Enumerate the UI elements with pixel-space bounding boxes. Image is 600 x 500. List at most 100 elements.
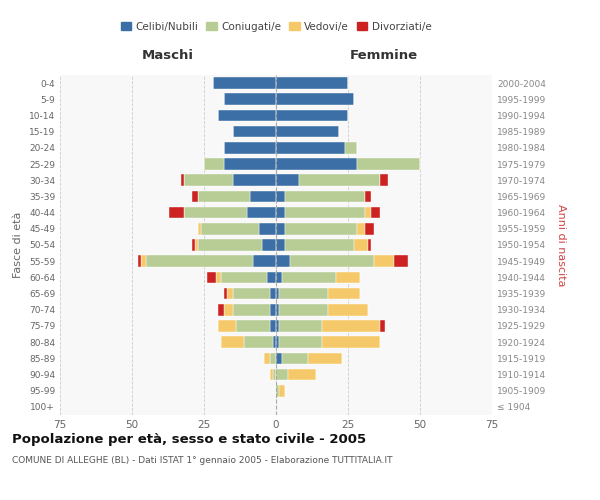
Bar: [276, 223, 284, 234]
Bar: [224, 288, 227, 300]
Bar: [365, 190, 371, 202]
Bar: [380, 174, 388, 186]
Bar: [181, 174, 184, 186]
Bar: [193, 239, 196, 251]
Bar: [284, 239, 354, 251]
Bar: [273, 336, 276, 348]
Bar: [138, 256, 140, 267]
Bar: [224, 94, 276, 105]
Bar: [276, 288, 279, 300]
Bar: [273, 368, 276, 380]
Bar: [276, 78, 348, 89]
Bar: [276, 207, 284, 218]
Bar: [218, 320, 236, 332]
Bar: [270, 352, 276, 364]
Bar: [374, 256, 394, 267]
Bar: [337, 272, 359, 283]
Bar: [268, 272, 276, 283]
Bar: [218, 304, 224, 316]
Bar: [356, 223, 365, 234]
Bar: [244, 336, 273, 348]
Bar: [276, 336, 279, 348]
Bar: [282, 272, 337, 283]
Bar: [345, 142, 356, 154]
Bar: [270, 368, 273, 380]
Bar: [198, 239, 262, 251]
Text: Maschi: Maschi: [142, 49, 194, 62]
Bar: [265, 352, 270, 364]
Bar: [233, 126, 276, 138]
Bar: [221, 272, 268, 283]
Bar: [328, 288, 359, 300]
Bar: [365, 207, 371, 218]
Bar: [276, 385, 279, 396]
Bar: [184, 174, 233, 186]
Bar: [259, 223, 276, 234]
Bar: [279, 304, 328, 316]
Bar: [368, 239, 371, 251]
Bar: [282, 352, 308, 364]
Bar: [201, 223, 259, 234]
Bar: [250, 190, 276, 202]
Bar: [221, 336, 244, 348]
Bar: [279, 336, 322, 348]
Bar: [290, 256, 374, 267]
Text: Popolazione per età, sesso e stato civile - 2005: Popolazione per età, sesso e stato civil…: [12, 432, 366, 446]
Bar: [253, 256, 276, 267]
Bar: [233, 174, 276, 186]
Bar: [270, 288, 276, 300]
Y-axis label: Fasce di età: Fasce di età: [13, 212, 23, 278]
Bar: [279, 385, 284, 396]
Bar: [236, 320, 270, 332]
Bar: [287, 368, 316, 380]
Legend: Celibi/Nubili, Coniugati/e, Vedovi/e, Divorziati/e: Celibi/Nubili, Coniugati/e, Vedovi/e, Di…: [116, 18, 436, 36]
Bar: [276, 272, 282, 283]
Text: Femmine: Femmine: [350, 49, 418, 62]
Bar: [356, 158, 420, 170]
Bar: [140, 256, 146, 267]
Bar: [328, 304, 368, 316]
Bar: [276, 239, 284, 251]
Bar: [354, 239, 368, 251]
Bar: [207, 272, 215, 283]
Bar: [227, 288, 233, 300]
Bar: [322, 336, 380, 348]
Bar: [146, 256, 253, 267]
Bar: [276, 320, 279, 332]
Bar: [212, 78, 276, 89]
Bar: [276, 110, 348, 122]
Bar: [284, 223, 356, 234]
Bar: [198, 223, 201, 234]
Bar: [276, 352, 282, 364]
Bar: [224, 158, 276, 170]
Bar: [198, 190, 250, 202]
Bar: [169, 207, 184, 218]
Bar: [299, 174, 380, 186]
Bar: [270, 304, 276, 316]
Bar: [371, 207, 380, 218]
Bar: [380, 320, 385, 332]
Bar: [284, 190, 365, 202]
Bar: [193, 190, 198, 202]
Bar: [215, 272, 221, 283]
Text: COMUNE DI ALLEGHE (BL) - Dati ISTAT 1° gennaio 2005 - Elaborazione TUTTITALIA.IT: COMUNE DI ALLEGHE (BL) - Dati ISTAT 1° g…: [12, 456, 392, 465]
Bar: [284, 207, 365, 218]
Bar: [308, 352, 342, 364]
Bar: [224, 304, 233, 316]
Bar: [270, 320, 276, 332]
Bar: [279, 288, 328, 300]
Bar: [322, 320, 380, 332]
Bar: [276, 256, 290, 267]
Bar: [233, 304, 270, 316]
Bar: [218, 110, 276, 122]
Bar: [276, 368, 287, 380]
Bar: [247, 207, 276, 218]
Bar: [196, 239, 198, 251]
Bar: [276, 142, 345, 154]
Bar: [262, 239, 276, 251]
Bar: [204, 158, 224, 170]
Bar: [279, 320, 322, 332]
Bar: [394, 256, 409, 267]
Bar: [276, 190, 284, 202]
Bar: [276, 158, 356, 170]
